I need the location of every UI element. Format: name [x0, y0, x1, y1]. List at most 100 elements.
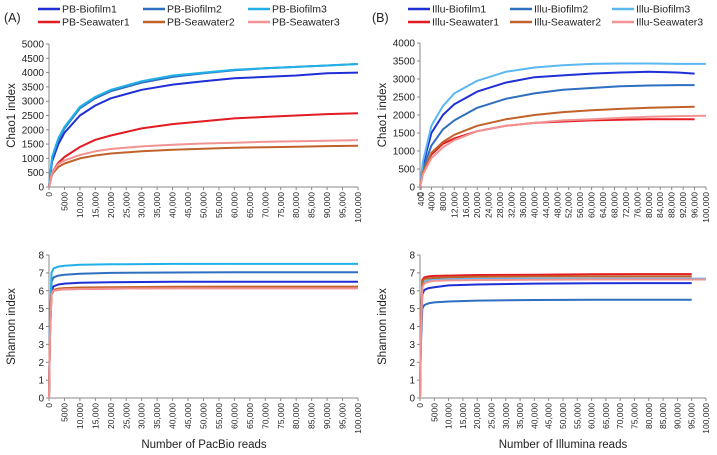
x-tick-label: 76,000	[632, 192, 642, 218]
legend-item-label: Illu-Biofilm3	[636, 4, 690, 16]
x-tick-label: 70,000	[260, 192, 270, 218]
x-tick-label: 95,000	[338, 192, 348, 218]
x-tick-label: 25,000	[487, 403, 497, 429]
x-tick-label: 90,000	[672, 403, 682, 429]
x-tick-label: 20,000	[472, 192, 482, 218]
x-tick-label: 50,000	[199, 192, 209, 218]
series-line-illu-seawater2	[419, 105, 695, 188]
y-tick-label: 1000	[22, 154, 45, 165]
x-tick-label: 45,000	[183, 403, 193, 429]
y-tick-label: 6	[38, 286, 44, 297]
legend-b: Illu-Biofilm1 Illu-Biofilm2 Illu-Biofilm3I…	[408, 4, 703, 29]
x-tick-label: 10,000	[75, 192, 85, 218]
legend-item-label: Illu-Biofilm2	[534, 4, 588, 16]
x-axis-label: Number of PacBio reads	[141, 439, 267, 451]
y-tick-label: 3	[38, 340, 44, 351]
series-line-illu-biofilm3	[419, 277, 706, 399]
series-line-illu-biofilm2	[419, 84, 695, 188]
y-tick-label: 3000	[22, 97, 45, 108]
series-line-pb-biofilm3	[48, 63, 359, 188]
legend-item-label: PB-Biofilm3	[272, 4, 327, 16]
x-tick-label: 65,000	[601, 403, 611, 429]
x-tick-label: 44,000	[541, 192, 551, 218]
x-tick-label: 84,000	[655, 192, 665, 218]
y-tick-label: 7	[409, 268, 415, 279]
y-tick-label: 6	[409, 286, 415, 297]
y-tick-label: 8	[38, 251, 44, 262]
x-tick-label: 28,000	[495, 192, 505, 218]
x-tick-label: 85,000	[307, 403, 317, 429]
x-tick-label: 80,000	[644, 403, 654, 429]
series-line-illu-seawater3	[419, 278, 706, 399]
x-tick-label: 60,000	[229, 192, 239, 218]
x-tick-label: 5000	[429, 403, 439, 422]
x-tick-label: 65,000	[245, 192, 255, 218]
y-tick-label: 8	[409, 251, 415, 262]
x-tick-label: 15,000	[90, 192, 100, 218]
x-tick-label: 8000	[438, 192, 448, 211]
y-axis-label: Shannon index	[6, 288, 18, 365]
y-tick-label: 1500	[393, 129, 416, 140]
x-tick-label: 0	[44, 192, 54, 197]
series-line-illu-seawater2	[419, 275, 692, 399]
y-tick-label: 5000	[22, 40, 45, 51]
x-tick-label: 24,000	[484, 192, 494, 218]
x-tick-label: 30,000	[137, 403, 147, 429]
x-tick-label: 75,000	[276, 403, 286, 429]
x-tick-label: 100,000	[353, 192, 363, 223]
x-tick-label: 88,000	[667, 192, 677, 218]
x-tick-label: 20,000	[106, 192, 116, 218]
x-tick-label: 400	[416, 192, 426, 206]
y-tick-label: 0	[409, 183, 415, 194]
series-line-pb-seawater1	[48, 287, 358, 399]
x-tick-label: 0	[44, 403, 54, 408]
series-line-illu-biofilm3	[419, 62, 706, 188]
chart-a-shannon: 0 1 2 3 4 5 6 7 8 0 5000 10,000 15,000 20,000 25,000 30…	[6, 251, 363, 452]
series-line-pb-seawater2	[48, 285, 358, 399]
legend-item-label: Illu-Seawater1	[432, 17, 499, 29]
x-tick-label: 45,000	[544, 403, 554, 429]
x-tick-label: 85,000	[658, 403, 668, 429]
legend-item-label: PB-Seawater1	[62, 17, 130, 29]
x-tick-label: 100,000	[701, 192, 711, 223]
x-tick-label: 64,000	[598, 192, 608, 218]
x-tick-label: 96,000	[690, 192, 700, 218]
y-tick-label: 2000	[393, 111, 416, 122]
y-tick-label: 4500	[22, 54, 45, 65]
x-tick-label: 35,000	[515, 403, 525, 429]
series-line-illu-biofilm2	[419, 298, 692, 399]
y-tick-label: 1000	[393, 147, 416, 158]
panel-label-b: (B)	[372, 11, 389, 25]
x-tick-label: 75,000	[630, 403, 640, 429]
x-tick-label: 0	[415, 403, 425, 408]
y-tick-label: 0	[409, 394, 415, 405]
legend-item-label: PB-Biofilm1	[62, 4, 117, 16]
y-tick-label: 2	[38, 358, 44, 369]
x-tick-label: 15,000	[90, 403, 100, 429]
x-tick-label: 56,000	[575, 192, 585, 218]
x-tick-label: 75,000	[276, 192, 286, 218]
x-tick-label: 35,000	[152, 403, 162, 429]
y-axis-label: Chao1 index	[6, 83, 18, 148]
x-tick-label: 100,000	[701, 403, 711, 434]
chart-b-shannon: 0 1 2 3 4 5 6 7 8 0 5000 10,000 15,000 20,000 25,000 30…	[377, 251, 711, 452]
y-tick-label: 500	[27, 168, 44, 179]
y-tick-label: 3500	[22, 82, 45, 93]
y-tick-label: 1	[38, 376, 44, 387]
x-tick-label: 5000	[59, 192, 69, 211]
series-line-illu-biofilm1	[419, 70, 695, 188]
y-tick-label: 0	[38, 183, 44, 194]
y-tick-label: 4000	[22, 68, 45, 79]
y-tick-label: 3500	[393, 57, 416, 68]
x-tick-label: 60,000	[587, 403, 597, 429]
series-line-illu-seawater1	[419, 118, 695, 188]
legend-item-label: PB-Seawater2	[167, 17, 235, 29]
y-tick-label: 4	[409, 322, 415, 333]
x-tick-label: 20,000	[106, 403, 116, 429]
series-line-pb-seawater3	[48, 287, 358, 399]
x-tick-label: 72,000	[621, 192, 631, 218]
x-tick-label: 60,000	[587, 192, 597, 218]
x-tick-label: 30,000	[501, 403, 511, 429]
